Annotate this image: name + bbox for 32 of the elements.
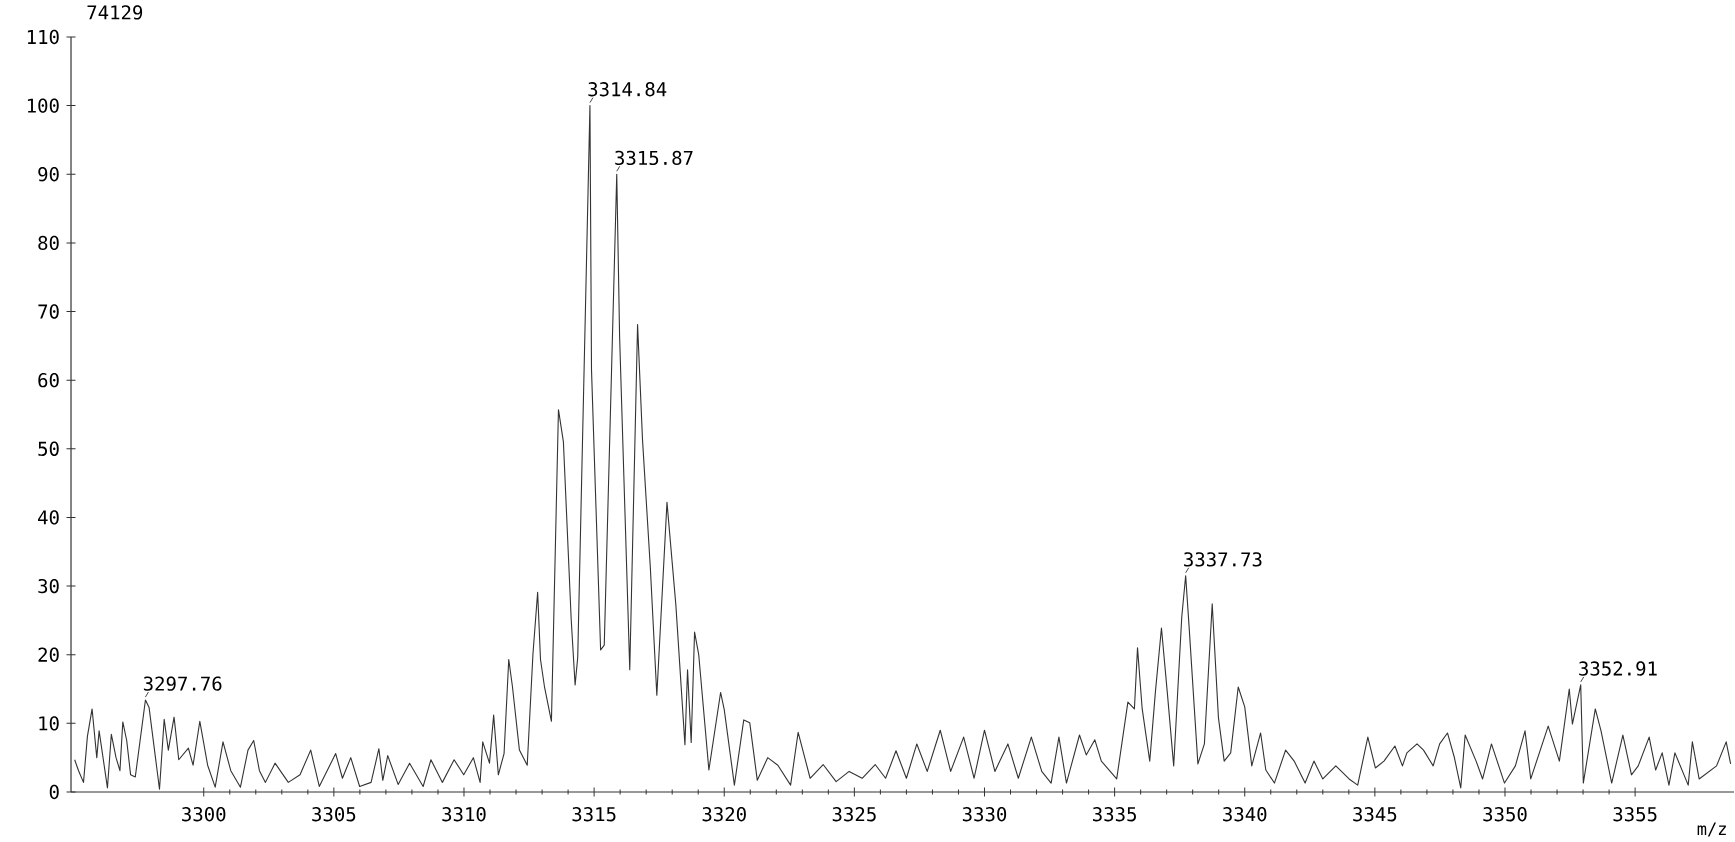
y-tick-label: 90 — [38, 167, 59, 182]
y-tick-label: 30 — [38, 578, 59, 594]
y-tick-label: 110 — [27, 29, 59, 45]
x-tick-label: 3300 — [182, 807, 226, 822]
annotation: 3314.84 — [588, 82, 667, 97]
y-tick-label: 10 — [39, 716, 59, 731]
x-tick-label: 3345 — [1353, 807, 1397, 822]
y-tick-label: 100 — [27, 98, 59, 113]
annotation: 3337.73 — [1184, 552, 1262, 567]
text: 74129 — [87, 5, 143, 20]
x-tick-label: 3350 — [1483, 807, 1527, 822]
y-tick-label: 40 — [38, 510, 59, 525]
annotation: 3297.76 — [143, 676, 222, 691]
x-tick-label: 3320 — [702, 807, 746, 822]
annotation: 3315.87 — [615, 150, 693, 166]
x-axis-title: m/z — [1697, 822, 1726, 837]
y-tick-label: 20 — [38, 647, 59, 662]
y-tick-label: 0 — [49, 784, 59, 800]
y-tick-label: 60 — [38, 372, 59, 388]
x-tick-label: 3305 — [312, 807, 356, 822]
x-tick-label: 3310 — [442, 807, 486, 822]
x-tick-label: 3335 — [1093, 807, 1136, 822]
x-tick-label: 3340 — [1223, 807, 1267, 822]
x-tick-label: 3325 — [832, 807, 876, 822]
y-tick-label: 70 — [38, 304, 59, 319]
x-tick-label: 3330 — [962, 807, 1007, 822]
y-tick-label: 50 — [38, 441, 59, 456]
y-tick-label: 80 — [38, 235, 59, 251]
x-tick-label: 3355 — [1613, 807, 1657, 822]
x-tick-label: 3315 — [572, 807, 616, 822]
line-series — [74, 105, 1732, 790]
annotation: 3352.91 — [1579, 661, 1657, 676]
